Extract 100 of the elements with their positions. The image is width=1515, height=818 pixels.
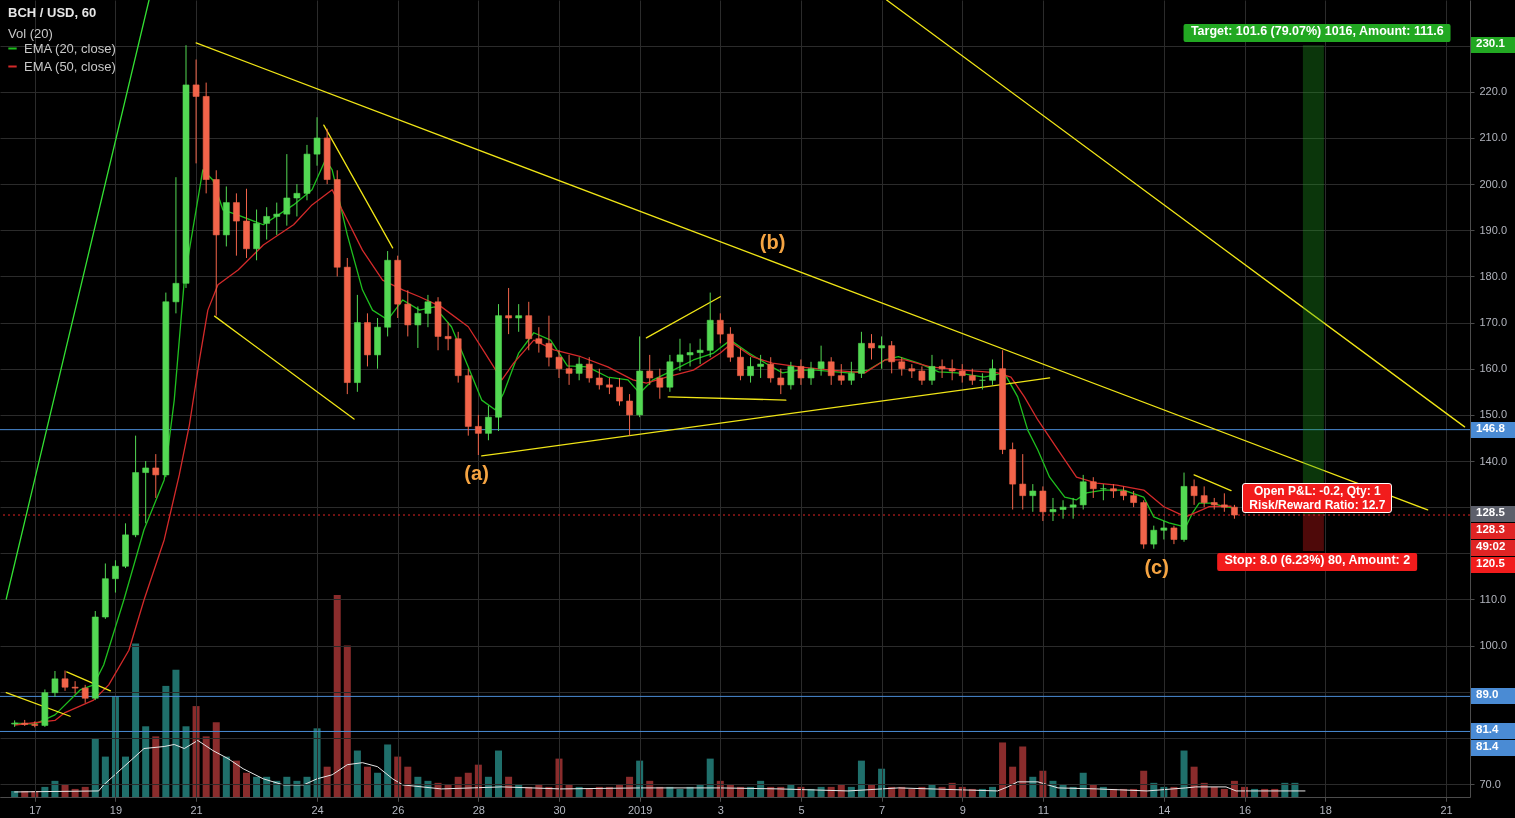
bar: [1079, 772, 1087, 797]
x-tick-label: 16: [1238, 803, 1252, 816]
candlestick: [293, 183, 301, 217]
candlestick: [525, 301, 533, 351]
bar: [585, 788, 593, 797]
candlestick: [535, 326, 543, 354]
candlestick: [767, 356, 774, 384]
y-tick-label: 140.0: [1479, 454, 1508, 467]
legend-label: EMA (50, close): [24, 58, 116, 74]
bar: [343, 645, 351, 797]
candlestick: [848, 361, 855, 386]
candlestick: [565, 354, 573, 386]
bar: [495, 750, 503, 797]
candlestick: [1039, 485, 1047, 522]
bar: [242, 772, 250, 797]
bar: [868, 784, 876, 797]
bar: [515, 784, 523, 797]
candlestick: [868, 333, 875, 360]
x-tick-label: 7: [879, 803, 886, 816]
bar: [253, 776, 261, 797]
bar: [142, 726, 150, 797]
x-tick-label: 24: [311, 803, 324, 816]
bar: [323, 766, 331, 797]
bar: [999, 742, 1007, 797]
candlestick: [485, 405, 492, 441]
bar: [565, 784, 573, 797]
candlestick: [51, 670, 59, 698]
candlestick: [112, 559, 119, 594]
annotation: Open P&L: -0.2, Qty: 1: [1253, 484, 1382, 499]
x-tick-label: 21: [1440, 803, 1453, 816]
candlestick: [807, 361, 815, 386]
candlestick: [1079, 474, 1087, 510]
candlestick: [404, 289, 412, 337]
bar: [172, 669, 180, 797]
candlestick: [263, 206, 270, 241]
candlestick: [918, 365, 926, 386]
candlestick: [1170, 525, 1178, 545]
bar: [374, 772, 382, 797]
candlestick: [827, 356, 835, 386]
candlestick: [1059, 499, 1067, 520]
candlestick: [61, 670, 69, 692]
bar: [222, 756, 230, 797]
candlestick: [1019, 453, 1027, 510]
candlestick: [938, 359, 946, 379]
bar: [202, 736, 210, 797]
bar: [1220, 788, 1228, 797]
x-tick-label: 26: [392, 803, 405, 816]
bar: [1019, 746, 1027, 797]
bar: [1009, 766, 1017, 797]
candlestick: [172, 176, 180, 314]
candlestick: [878, 335, 885, 370]
candlestick: [958, 363, 966, 384]
x-tick-label: 17: [29, 803, 42, 816]
candlestick: [928, 354, 936, 386]
candlestick: [1160, 520, 1168, 540]
y-tick-label: 160.0: [1479, 362, 1508, 375]
candlestick: [233, 192, 240, 257]
bar: [152, 736, 160, 797]
bar: [706, 758, 714, 797]
candlestick: [1089, 476, 1097, 499]
bar: [363, 766, 371, 797]
bar: [232, 760, 240, 797]
annotation: (a): [464, 461, 489, 485]
candlestick: [737, 347, 744, 381]
y-tick-label: 200.0: [1479, 177, 1508, 190]
x-tick-label: 3: [717, 803, 724, 816]
bar: [444, 784, 452, 797]
candlestick: [505, 287, 512, 335]
x-tick-label: 30: [553, 803, 566, 816]
y-tick-label: 150.0: [1479, 408, 1508, 421]
candlestick: [192, 59, 200, 164]
candlestick: [596, 368, 603, 390]
candlestick: [837, 363, 845, 386]
annotation: Risk/Reward Ratio: 12.7: [1249, 498, 1386, 513]
candlestick: [555, 349, 563, 379]
bar: [162, 685, 170, 797]
chart-title: BCH / USD, 60: [8, 5, 97, 20]
y-tick-label: 100.0: [1479, 639, 1508, 652]
x-tick-label: 9: [959, 803, 966, 816]
annotation: Vol (20): [8, 26, 53, 41]
candlestick: [898, 356, 906, 377]
bar: [212, 722, 220, 797]
bar: [353, 750, 361, 797]
candlestick: [71, 680, 79, 695]
candlestick: [696, 338, 704, 365]
candlestick: [424, 294, 432, 328]
bar: [384, 744, 392, 797]
bar: [333, 595, 341, 797]
bar: [857, 760, 865, 797]
y-tick-label: 170.0: [1479, 316, 1508, 329]
text: 230.1: [1471, 37, 1515, 54]
bar: [404, 766, 412, 797]
ref-line-label: 146.8: [1471, 421, 1515, 438]
candlestick: [797, 359, 805, 386]
data-label: Target: 101.6 (79.07%) 1016, Amount: 111.6: [1183, 24, 1451, 43]
bar: [1190, 766, 1198, 797]
y-tick-label: 190.0: [1479, 223, 1508, 236]
candlestick: [545, 315, 553, 367]
candlestick: [747, 356, 754, 384]
candlestick: [414, 305, 422, 349]
